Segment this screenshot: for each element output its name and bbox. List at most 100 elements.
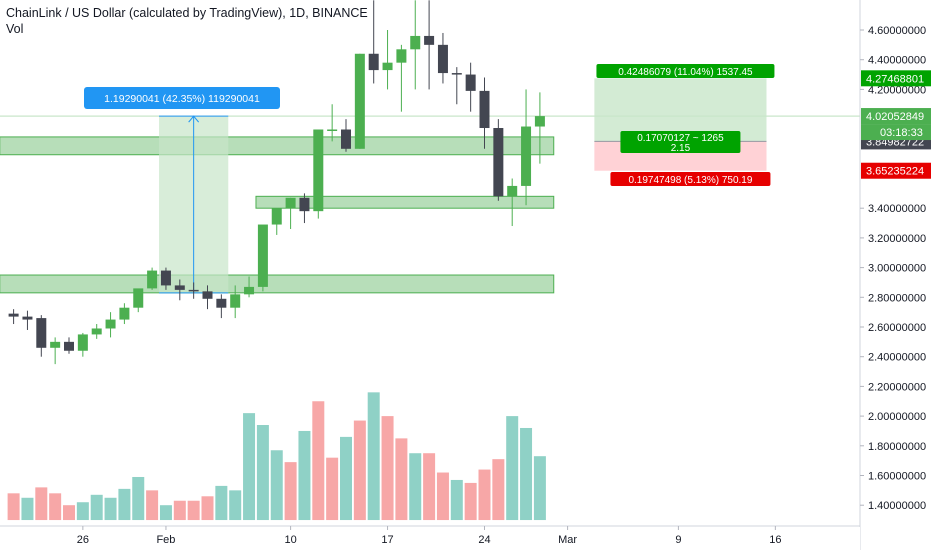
volume-bar: [381, 416, 394, 521]
x-tick-label: 9: [675, 534, 681, 546]
candle-body: [230, 294, 241, 308]
measure-label-box: [84, 87, 280, 109]
y-tick-label: 1.60000000: [868, 471, 926, 483]
candle-body: [36, 318, 47, 348]
volume-bar: [506, 416, 519, 521]
price-axis-bg: [861, 0, 932, 550]
position-target-zone[interactable]: [594, 78, 767, 142]
candle-body: [410, 35, 421, 50]
candle-body: [188, 289, 199, 292]
support-zone[interactable]: [0, 136, 555, 156]
target-price-tag: 4.27468801: [866, 73, 924, 85]
candle-body: [424, 35, 435, 45]
candle-body: [382, 62, 393, 71]
chart-title: ChainLink / US Dollar (calculated by Tra…: [6, 6, 368, 20]
volume-bar: [7, 493, 20, 521]
countdown-tag-bg: [861, 124, 931, 141]
long-position-tool[interactable]: 0.42486079 (11.04%) 1537.45 0.17070127 ~ …: [594, 64, 775, 186]
candle-body: [299, 197, 310, 212]
volume-bar: [409, 453, 422, 521]
y-tick-label: 3.00000000: [868, 263, 926, 275]
measure-arrow-icon: [188, 115, 200, 123]
volume-bars: [7, 392, 546, 521]
volume-bar: [76, 502, 89, 521]
candle-body: [216, 298, 227, 308]
y-tick-label: 1.40000000: [868, 500, 926, 512]
candle-body: [147, 270, 158, 289]
support-zones[interactable]: [0, 136, 555, 294]
x-tick-label: 16: [769, 534, 781, 546]
candle-body: [91, 328, 102, 335]
candle-body: [479, 90, 490, 129]
candle-body: [244, 286, 255, 295]
price-candles: [8, 0, 545, 365]
candle-body: [202, 291, 213, 299]
candle-body: [521, 126, 532, 186]
volume-bar: [173, 500, 186, 521]
y-tick-label: 3.20000000: [868, 233, 926, 245]
volume-bar: [132, 476, 145, 521]
volume-bar: [270, 450, 283, 521]
volume-bar: [436, 472, 449, 521]
candle-body: [396, 49, 407, 63]
candle-body: [368, 53, 379, 71]
volume-bar: [326, 457, 339, 521]
volume-bar: [146, 490, 159, 521]
x-tick-label: 10: [284, 534, 296, 546]
volume-bar: [312, 401, 325, 521]
y-tick-label: 4.60000000: [868, 25, 926, 37]
x-tick-label: 24: [478, 534, 490, 546]
x-tick-label: Feb: [156, 534, 175, 546]
support-zone[interactable]: [0, 274, 555, 294]
volume-bar: [215, 485, 228, 521]
stop-price-tag: 3.65235224: [866, 166, 924, 178]
candle-body: [174, 285, 185, 290]
volume-bar: [118, 488, 131, 521]
candle-body: [354, 53, 365, 149]
price-range-measure[interactable]: 1.19290041 (42.35%) 119290041: [84, 87, 280, 294]
position-info-line-2: 2.15: [671, 143, 691, 154]
position-info-line-1: 0.17070127 ~ 1265: [637, 133, 724, 144]
candle-body: [50, 341, 61, 348]
candle-body: [493, 128, 504, 197]
y-tick-label: 2.20000000: [868, 381, 926, 393]
candle-body: [451, 73, 462, 75]
volume-bar: [256, 425, 269, 521]
candle-body: [313, 129, 324, 212]
candle-body: [8, 313, 19, 317]
candle-body: [271, 208, 282, 225]
candle-body: [285, 197, 296, 209]
volume-bar: [450, 479, 463, 521]
support-zone[interactable]: [255, 195, 555, 209]
volume-bar: [49, 493, 62, 521]
stop-price-tag-bg: [861, 162, 931, 179]
volume-bar: [520, 427, 533, 521]
y-tick-label: 1.80000000: [868, 441, 926, 453]
volume-bar: [298, 430, 311, 521]
volume-bar: [492, 459, 505, 521]
volume-bar: [104, 497, 117, 521]
x-tick-label: 26: [77, 534, 89, 546]
x-tick-label: 17: [381, 534, 393, 546]
volume-bar: [367, 392, 380, 521]
volume-bar: [464, 482, 477, 521]
volume-bar: [201, 496, 214, 521]
volume-bar: [63, 505, 75, 521]
candle-body: [133, 288, 144, 308]
target-label: 0.42486079 (11.04%) 1537.45: [618, 67, 753, 78]
stop-label-box: [610, 172, 771, 186]
y-tick-label: 2.60000000: [868, 322, 926, 334]
candle-body: [327, 129, 338, 131]
volume-bar: [159, 505, 172, 521]
candle-body: [64, 341, 74, 351]
volume-bar: [340, 436, 352, 521]
target-label-box: [596, 64, 775, 78]
volume-bar: [187, 500, 200, 521]
volume-bar: [35, 487, 48, 521]
volume-bar: [284, 462, 297, 521]
volume-bar: [423, 453, 436, 521]
candle-body: [160, 270, 171, 286]
